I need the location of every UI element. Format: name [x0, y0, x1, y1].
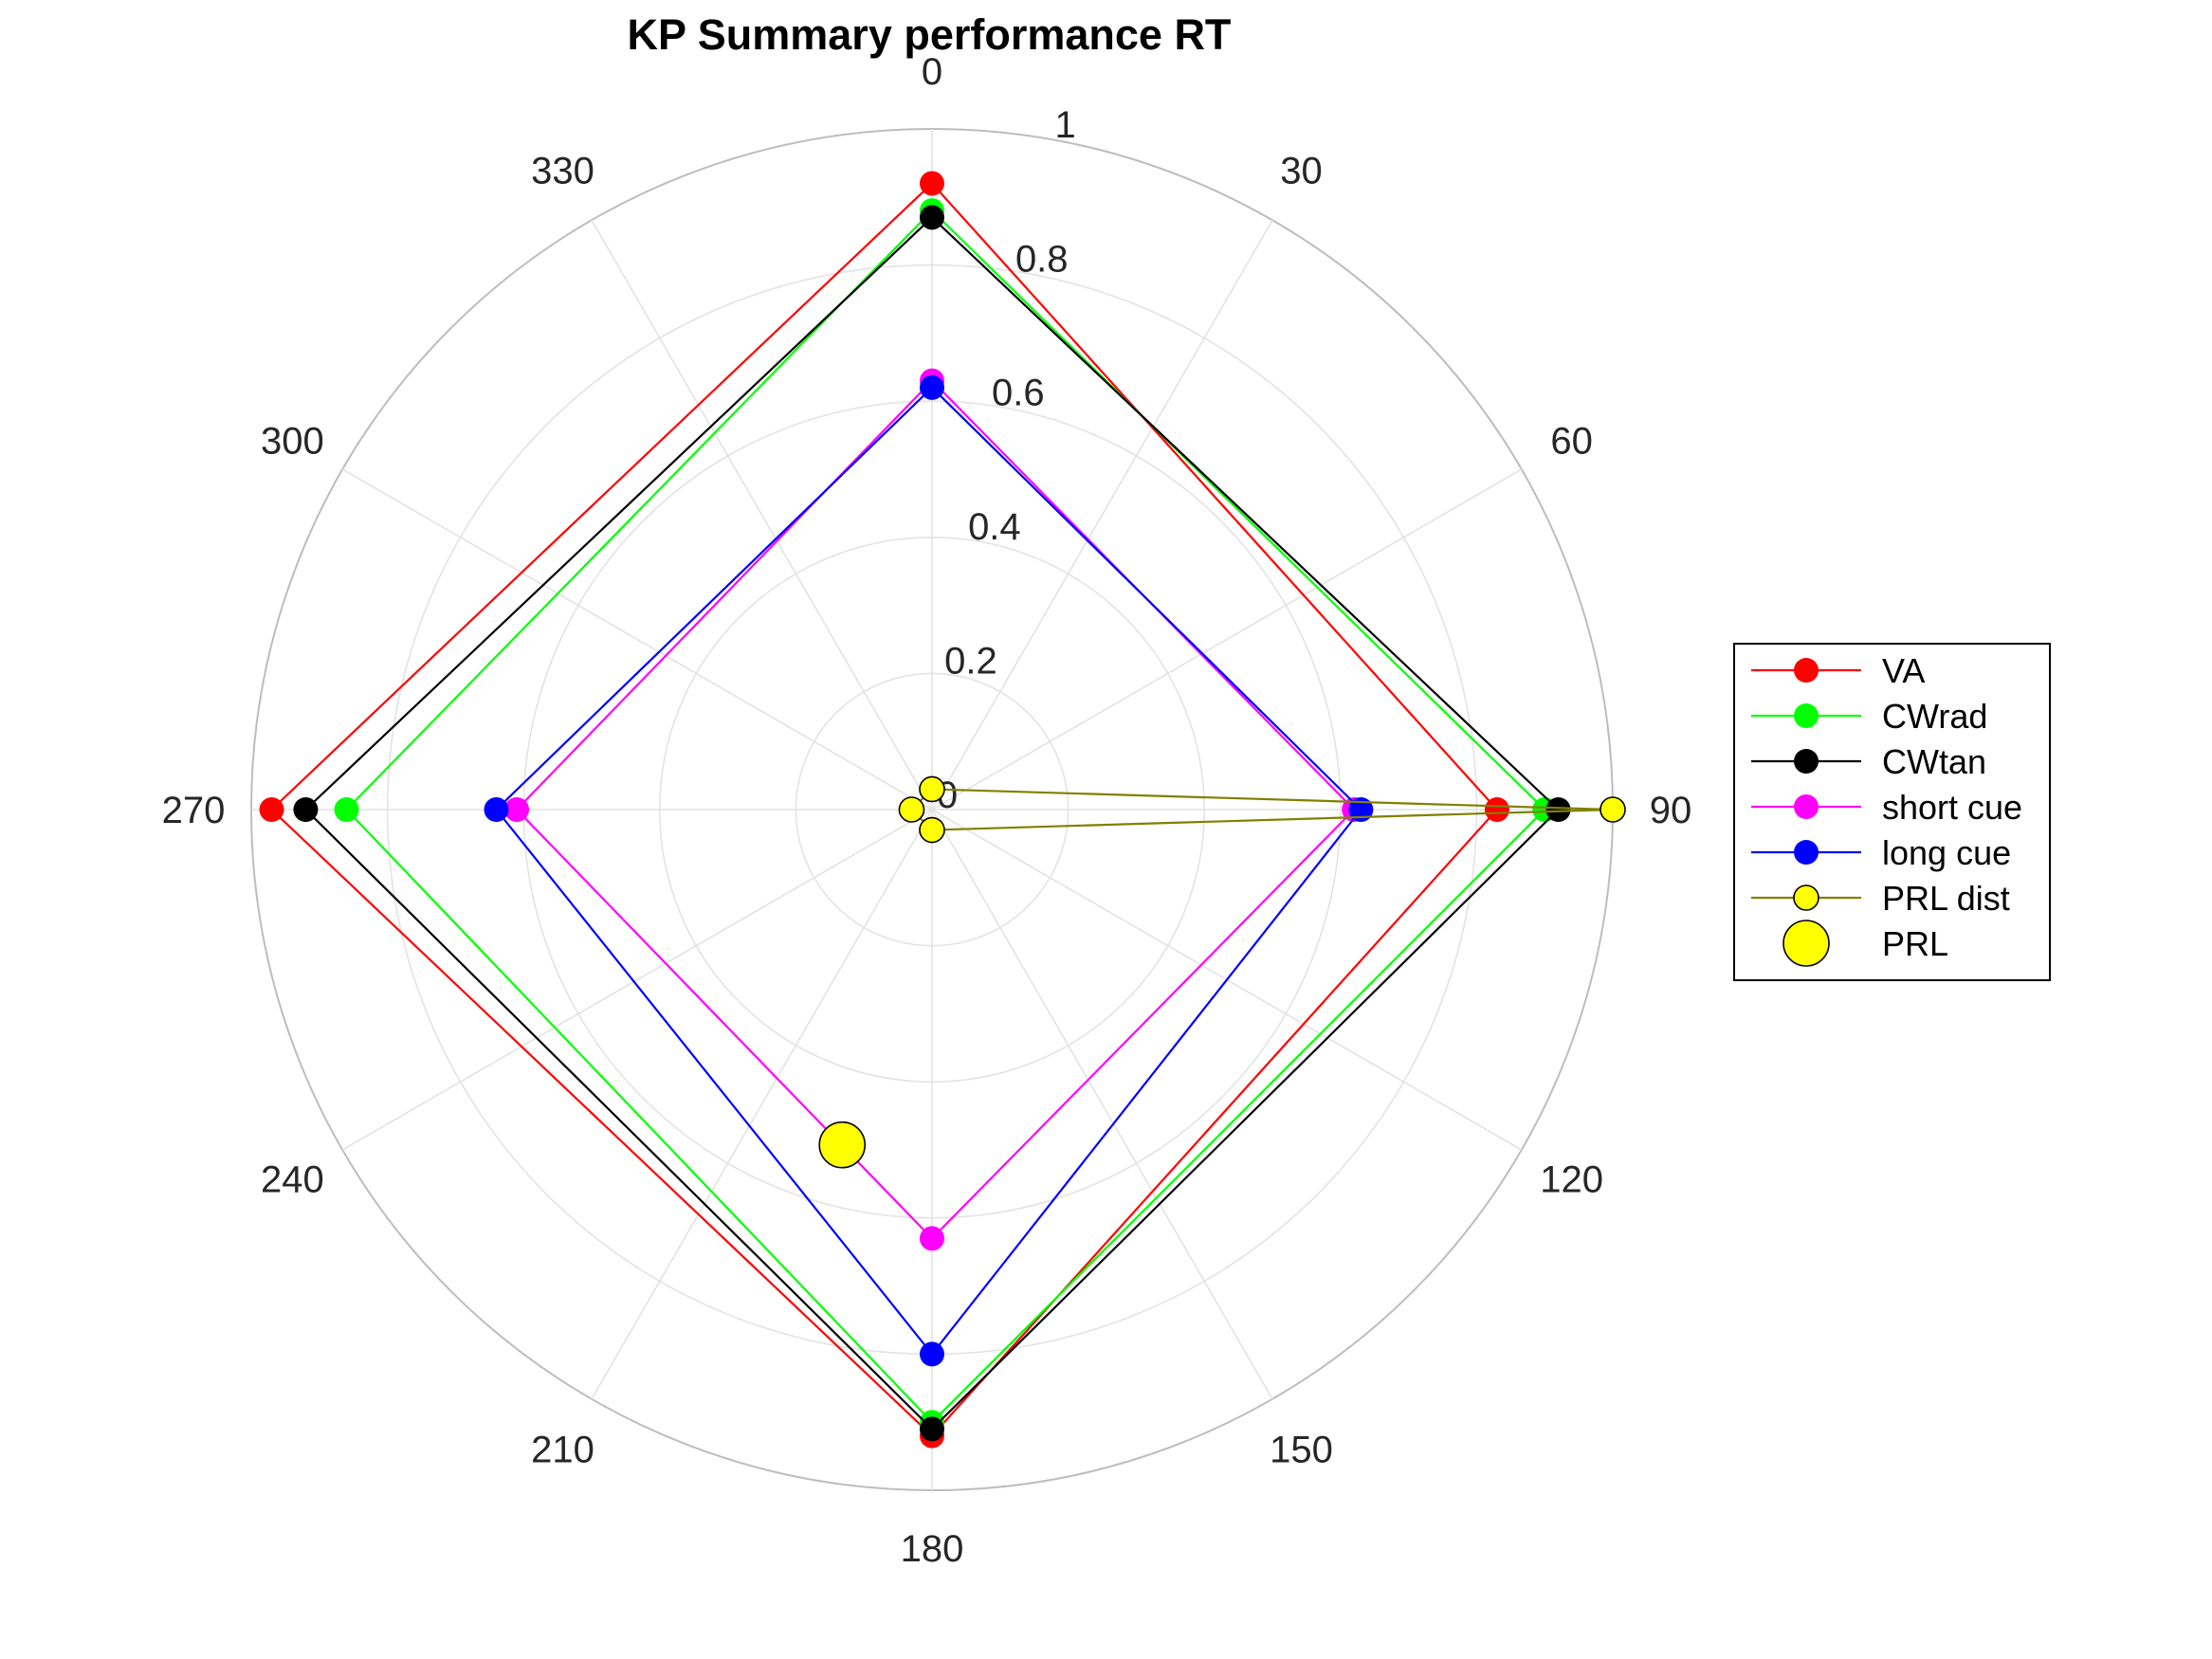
data-point	[504, 797, 530, 822]
theta-grid-line-10	[341, 468, 933, 811]
data-point	[920, 171, 944, 196]
legend-label: VA	[1882, 651, 1925, 690]
theta-tick-label: 120	[1540, 1159, 1603, 1201]
legend-marker	[1793, 884, 1819, 911]
theta-tick-label: 0	[922, 51, 942, 93]
data-point	[1348, 797, 1374, 822]
theta-grid-line-1	[931, 219, 1273, 811]
chart-title: KP Summary performance RT	[628, 10, 1232, 59]
series-prl	[818, 1121, 867, 1169]
theta-tick-label: 300	[261, 420, 324, 462]
data-point	[898, 796, 925, 823]
theta-tick-label: 270	[162, 790, 226, 831]
legend-entry: long cue	[1751, 833, 2011, 872]
legend-label: short cue	[1882, 788, 2022, 827]
data-point	[919, 775, 945, 803]
theta-grid-line-5	[931, 809, 1273, 1400]
theta-tick-label: 210	[531, 1430, 594, 1471]
data-series	[259, 171, 1626, 1449]
legend-label: long cue	[1882, 833, 2011, 872]
theta-tick-label: 90	[1650, 790, 1692, 831]
data-point	[484, 797, 509, 822]
data-point	[1600, 796, 1626, 823]
legend-marker	[1782, 920, 1830, 967]
theta-tick-label: 240	[261, 1159, 324, 1201]
legend-entry: PRL dist	[1751, 879, 2010, 918]
theta-tick-label: 180	[901, 1528, 964, 1570]
r-tick-labels: 00.20.40.60.81	[937, 104, 1076, 816]
data-point	[1484, 797, 1509, 822]
r-tick-label: 1	[1055, 104, 1076, 146]
data-point	[293, 797, 319, 822]
theta-grid-line-8	[341, 809, 933, 1151]
r-tick-label: 0.6	[992, 373, 1045, 414]
legend-marker	[1794, 794, 1819, 819]
legend-entry: VA	[1751, 651, 1925, 690]
legend-label: CWtan	[1882, 742, 1986, 781]
r-tick-label: 0.4	[968, 506, 1021, 548]
legend-label: CWrad	[1882, 697, 1987, 736]
data-point	[334, 797, 359, 822]
data-point	[920, 1226, 944, 1251]
r-tick-label: 0.2	[944, 641, 997, 683]
theta-tick-label: 330	[531, 150, 594, 191]
data-point	[920, 374, 944, 400]
legend-entry: CWtan	[1751, 742, 1986, 781]
series-cwtan	[293, 205, 1571, 1442]
theta-tick-labels: 0 30 60 90 120 150 180 210 240 270 300 330	[162, 51, 1692, 1570]
data-point	[259, 797, 284, 822]
legend-marker	[1794, 703, 1819, 728]
theta-grid-line-7	[591, 809, 933, 1400]
theta-grid-line-11	[591, 219, 933, 811]
legend-marker	[1794, 658, 1819, 683]
legend-entry: short cue	[1751, 788, 2022, 827]
theta-tick-label: 30	[1280, 150, 1323, 191]
data-point	[1545, 797, 1571, 822]
series-prl-dist	[898, 775, 1626, 844]
theta-tick-label: 60	[1550, 420, 1593, 462]
legend-entry: CWrad	[1751, 697, 1987, 736]
theta-grid-line-2	[931, 468, 1523, 811]
series-long-cue	[484, 374, 1374, 1367]
data-point	[920, 1416, 944, 1442]
legend-entry: PRL	[1782, 920, 1948, 967]
legend-label: PRL	[1882, 924, 1948, 963]
legend-label: PRL dist	[1882, 879, 2010, 918]
legend-marker	[1794, 749, 1819, 774]
legend-marker	[1794, 840, 1819, 865]
data-point	[920, 1341, 944, 1367]
polar-grid	[250, 128, 1614, 1491]
legend-box	[1733, 643, 2051, 981]
legend: VA CWrad CWtan short cue long cue PRL dist PRL	[1733, 643, 2051, 981]
data-point	[920, 205, 944, 230]
theta-tick-label: 150	[1270, 1430, 1333, 1471]
data-point	[818, 1121, 867, 1169]
r-tick-label: 0.8	[1015, 238, 1069, 280]
data-point	[919, 816, 945, 844]
